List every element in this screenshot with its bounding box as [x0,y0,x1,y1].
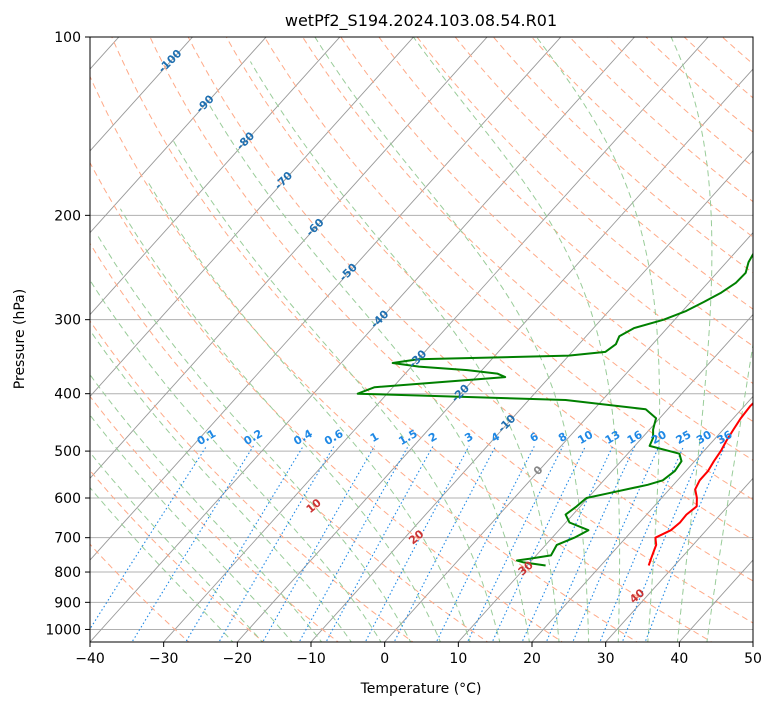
isotherm-line [90,37,562,561]
isotherm-line [384,232,753,642]
dewpoint-line [356,252,753,567]
isotherm-line [605,477,753,642]
mixing-ratio-line [545,445,636,642]
x-tick-label: 40 [670,651,688,667]
moist-adiabat [314,37,590,642]
dry-adiabat [454,37,753,310]
y-tick-label: 200 [54,208,81,224]
y-tick-label: 800 [54,565,81,581]
dry-adiabat [90,242,489,642]
isotherm-line [310,150,753,642]
mixing-ratio-line [521,445,614,642]
y-tick-label: 600 [54,491,81,507]
mixing-ratio-line [185,445,304,642]
isotherm-line [90,37,415,398]
axes: −40 −30 −20 −10 0 10 20 30 40 50 100 200 300 400 500 60… [45,30,762,667]
moist-adiabat [90,373,323,642]
moist-adiabat [535,37,661,642]
mixing-ratio-line [621,445,705,642]
moist-adiabat [90,486,234,642]
moist-adiabat [173,141,501,642]
moist-adiabat [412,37,621,642]
moist-adiabat [90,451,264,642]
chart-title: wetPf2_S194.2024.103.08.54.R01 [285,11,557,31]
x-tick-label: 30 [597,651,615,667]
isotherm-line [90,37,194,152]
mixing-ratio-line [364,445,470,642]
x-tick-label: 50 [744,651,762,667]
y-tick-label: 500 [54,444,81,460]
moist-adiabat [96,233,412,642]
dry-adiabat [90,469,265,642]
y-tick-label: 300 [54,313,81,329]
moist-adiabat [208,104,530,642]
isotherm-line [90,37,341,316]
isotherm-line [90,37,636,642]
mixing-ratio-line [262,445,376,642]
moist-adiabat [90,329,352,642]
isotherm-line [236,68,753,642]
x-tick-label: 0 [380,651,389,667]
x-tick-label: 10 [449,651,467,667]
x-tick-label: −30 [149,651,179,667]
dry-adiabat [263,37,753,501]
dry-adiabat [90,161,564,642]
y-tick-label: 700 [54,531,81,547]
plot-area: -100-90-80-70-60-50-40-30-20-10010203040… [90,37,753,642]
isotherm-line [457,313,753,642]
isotherm-line [531,395,753,642]
y-tick-label: 900 [54,595,81,611]
dry-adiabat [90,395,340,642]
dry-adiabat [90,75,638,642]
y-tick-label: 1000 [45,622,81,638]
isotherm-line [163,37,709,642]
dry-adiabat [90,543,190,642]
moist-adiabat [119,208,441,642]
mixing-ratio-line [644,445,726,642]
moist-adiabat [90,279,382,642]
x-axis-label: Temperature (°C) [360,681,482,697]
dry-adiabat [90,320,414,642]
mixing-ratio-line [90,445,208,630]
mixing-ratio-line [466,445,564,642]
dry-adiabat [149,37,753,624]
mixing-ratio-line [131,445,254,642]
moist-adiabat [90,414,293,642]
y-axis-label: Pressure (hPa) [12,289,28,389]
moist-adiabat [670,37,713,642]
y-tick-label: 100 [54,30,81,46]
temperature-line [647,401,753,566]
x-tick-label: −40 [75,651,105,667]
moist-adiabat [249,61,560,642]
y-tick-label: 400 [54,387,81,403]
dry-adiabat [111,37,713,642]
mixing-ratio-line [218,445,335,642]
plot-frame [89,36,754,643]
isotherm-line [90,37,267,234]
dry-adiabat [187,37,753,582]
dry-adiabat [416,37,753,347]
x-tick-label: 20 [523,651,541,667]
moist-adiabat [706,341,753,642]
x-tick-label: −10 [296,651,326,667]
moist-adiabat [146,180,471,642]
x-tick-label: −20 [223,651,253,667]
isotherm-line [90,37,488,479]
